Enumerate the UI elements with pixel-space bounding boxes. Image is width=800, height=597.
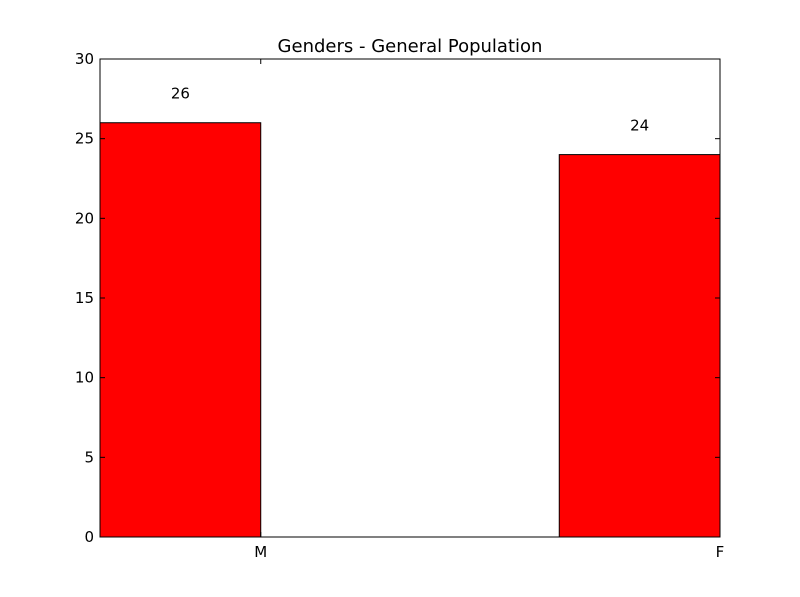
- y-tick-label: 5: [84, 448, 94, 466]
- bar-m: [99, 122, 262, 538]
- data-label-f: 24: [630, 117, 649, 135]
- y-tick-label: 15: [75, 289, 94, 307]
- bars-group: 26 24: [99, 85, 721, 538]
- plot-area-frame: [99, 58, 721, 538]
- x-tick-label-f: F: [716, 543, 725, 561]
- y-tick-label: 10: [75, 369, 94, 387]
- y-tick-label: 25: [75, 130, 94, 148]
- y-tick-label: 0: [84, 528, 94, 546]
- y-tick-label: 20: [75, 209, 94, 227]
- chart-title: Genders - General Population: [278, 36, 543, 57]
- y-tick-label: 30: [75, 50, 94, 68]
- bar-f: [558, 154, 721, 538]
- data-label-m: 26: [171, 85, 190, 103]
- x-tick-label-m: M: [254, 543, 267, 561]
